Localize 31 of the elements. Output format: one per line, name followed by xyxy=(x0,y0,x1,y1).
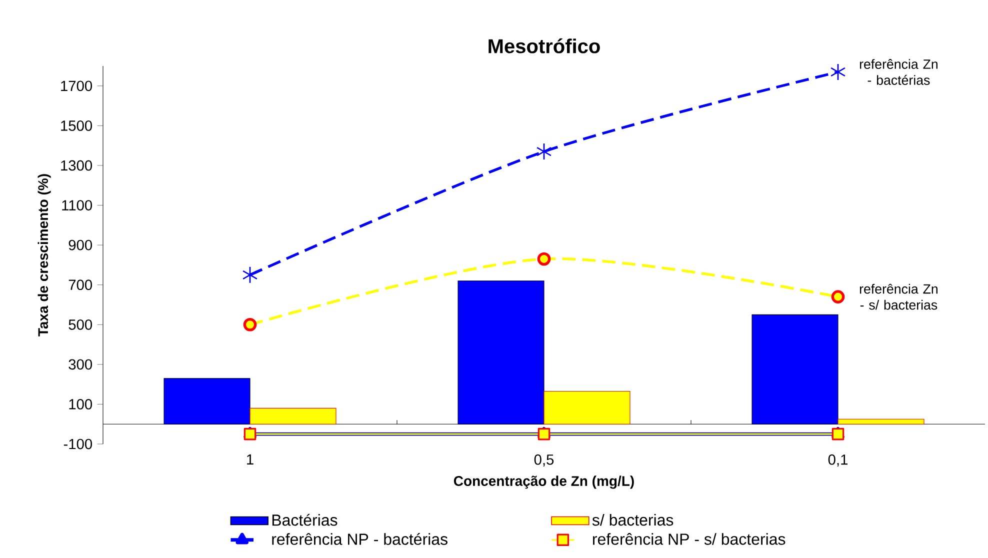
y-tick-label: 1100 xyxy=(62,200,92,210)
y-tick-label: 1700 xyxy=(61,80,92,92)
y-tick-label: 300 xyxy=(68,359,92,370)
point xyxy=(536,142,552,160)
point xyxy=(537,252,551,266)
x-tick-label: 0,5 xyxy=(534,454,554,467)
y-tick-label: -100 xyxy=(64,438,92,450)
y-tick-label: 900 xyxy=(68,240,92,250)
x-axis-title: Concentração de Zn (mg/L) xyxy=(454,476,634,489)
y-tick-label: 700 xyxy=(68,280,92,290)
point xyxy=(243,318,257,332)
chart-title: Mesotrófico xyxy=(488,38,600,54)
y-tick-label: 1500 xyxy=(61,120,92,131)
legend-label: referência NP - bactérias xyxy=(272,532,448,545)
bar xyxy=(250,408,336,424)
bar xyxy=(838,418,924,424)
point xyxy=(242,266,258,284)
y-tick-label: 500 xyxy=(68,319,92,330)
y-axis-title: Taxa de crescimento (%) xyxy=(38,174,51,336)
x-tick-label: 1 xyxy=(247,454,254,464)
point xyxy=(830,63,846,81)
annotation: referência Zn - s/ bacterias xyxy=(860,284,938,310)
y-tick-label: 1300 xyxy=(61,160,92,171)
bar xyxy=(544,391,630,424)
legend-label: Bactérias xyxy=(272,514,338,526)
legend-label: s/ bacterias xyxy=(592,514,674,526)
annotation: referência Zn - bactérias xyxy=(860,59,938,85)
x-tick-label: 0,1 xyxy=(828,454,848,467)
legend-label: referência NP - s/ bacterias xyxy=(593,533,786,545)
y-tick-label: 100 xyxy=(69,399,92,410)
point xyxy=(831,290,845,304)
